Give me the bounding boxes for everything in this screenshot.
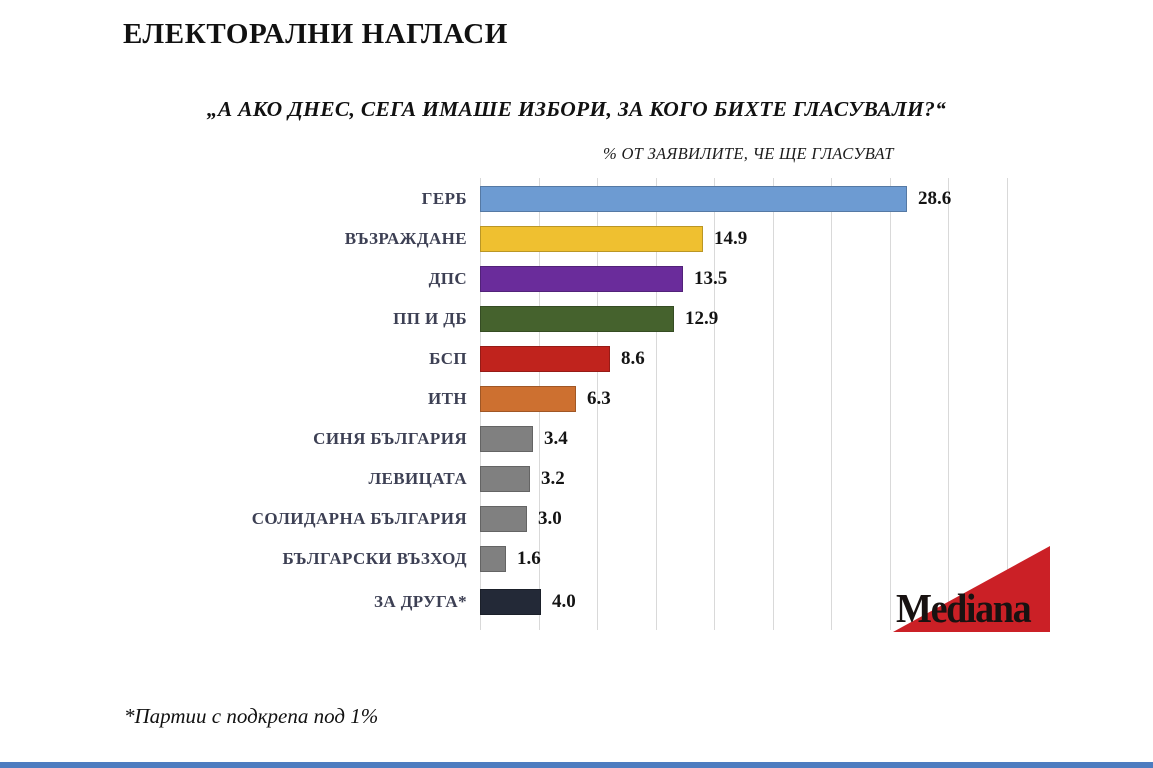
bar-row: ИТН 6.3 (0, 386, 1153, 412)
value-label: 3.2 (541, 468, 565, 489)
page-title: ЕЛЕКТОРАЛНИ НАГЛАСИ (123, 18, 508, 50)
bar-row: ЛЕВИЦАТА 3.2 (0, 466, 1153, 492)
category-label: ЛЕВИЦАТА (368, 469, 467, 488)
bar-row: ГЕРБ 28.6 (0, 186, 1153, 212)
gridline (889, 178, 891, 630)
category-label: ИТН (428, 389, 467, 408)
gridline (597, 178, 598, 630)
bar-row: СИНЯ БЪЛГАРИЯ 3.4 (0, 426, 1153, 452)
bar (480, 426, 533, 452)
logo-text: Mediana (896, 585, 1032, 631)
category-label: СОЛИДАРНА БЪЛГАРИЯ (251, 509, 467, 528)
bar (480, 186, 907, 212)
chart-subtitle: % ОТ ЗАЯВИЛИТЕ, ЧЕ ЩЕ ГЛАСУВАТ (603, 144, 894, 163)
category-label: ВЪЗРАЖДАНЕ (344, 229, 467, 248)
bar-row: ВЪЗРАЖДАНЕ 14.9 (0, 226, 1153, 252)
bar (480, 226, 703, 252)
gridline (714, 178, 715, 630)
gridline (1006, 178, 1008, 630)
bar (480, 506, 527, 532)
bar (480, 346, 610, 372)
gridline (948, 178, 949, 630)
value-label: 13.5 (694, 268, 728, 289)
category-label: БСП (429, 349, 467, 368)
value-label: 12.9 (685, 308, 719, 329)
bar-row: СОЛИДАРНА БЪЛГАРИЯ 3.0 (0, 506, 1153, 532)
bottom-accent-bar (0, 762, 1153, 768)
bar (480, 546, 506, 572)
category-label: БЪЛГАРСКИ ВЪЗХОД (282, 549, 467, 568)
value-label: 1.6 (517, 548, 541, 569)
category-label: ПП И ДБ (393, 309, 467, 328)
value-label: 3.4 (544, 428, 568, 449)
bar (480, 386, 576, 412)
bar-row: ДПС 13.5 (0, 266, 1153, 292)
value-label: 14.9 (714, 228, 748, 249)
value-label: 28.6 (918, 188, 952, 209)
bar-chart: ГЕРБ 28.6 ВЪЗРАЖДАНЕ 14.9 ДПС 13.5 ПП И ДБ 12.9… (0, 178, 1153, 636)
gridline (772, 178, 774, 630)
category-label: ЗА ДРУГА* (374, 592, 467, 611)
survey-question: „А АКО ДНЕС, СЕГА ИМАШЕ ИЗБОРИ, ЗА КОГО … (206, 97, 947, 121)
footnote: *Партии с подкрепа под 1% (124, 704, 379, 728)
category-label: ГЕРБ (421, 189, 467, 208)
category-label: ДПС (428, 269, 467, 288)
bar (480, 306, 674, 332)
bar-row: БСП 8.6 (0, 346, 1153, 372)
value-label: 3.0 (538, 508, 562, 529)
gridline (831, 178, 832, 630)
value-label: 4.0 (552, 591, 576, 612)
value-label: 6.3 (587, 388, 611, 409)
value-label: 8.6 (621, 348, 645, 369)
category-label: СИНЯ БЪЛГАРИЯ (313, 429, 467, 448)
bar (480, 466, 530, 492)
bar-row: ЗА ДРУГА* 4.0 (0, 589, 1153, 615)
bar (480, 589, 541, 615)
bar-row: ПП И ДБ 12.9 (0, 306, 1153, 332)
bar (480, 266, 683, 292)
gridline (655, 178, 657, 630)
bar-row: БЪЛГАРСКИ ВЪЗХОД 1.6 (0, 546, 1153, 572)
mediana-logo: Mediana (893, 546, 1050, 632)
